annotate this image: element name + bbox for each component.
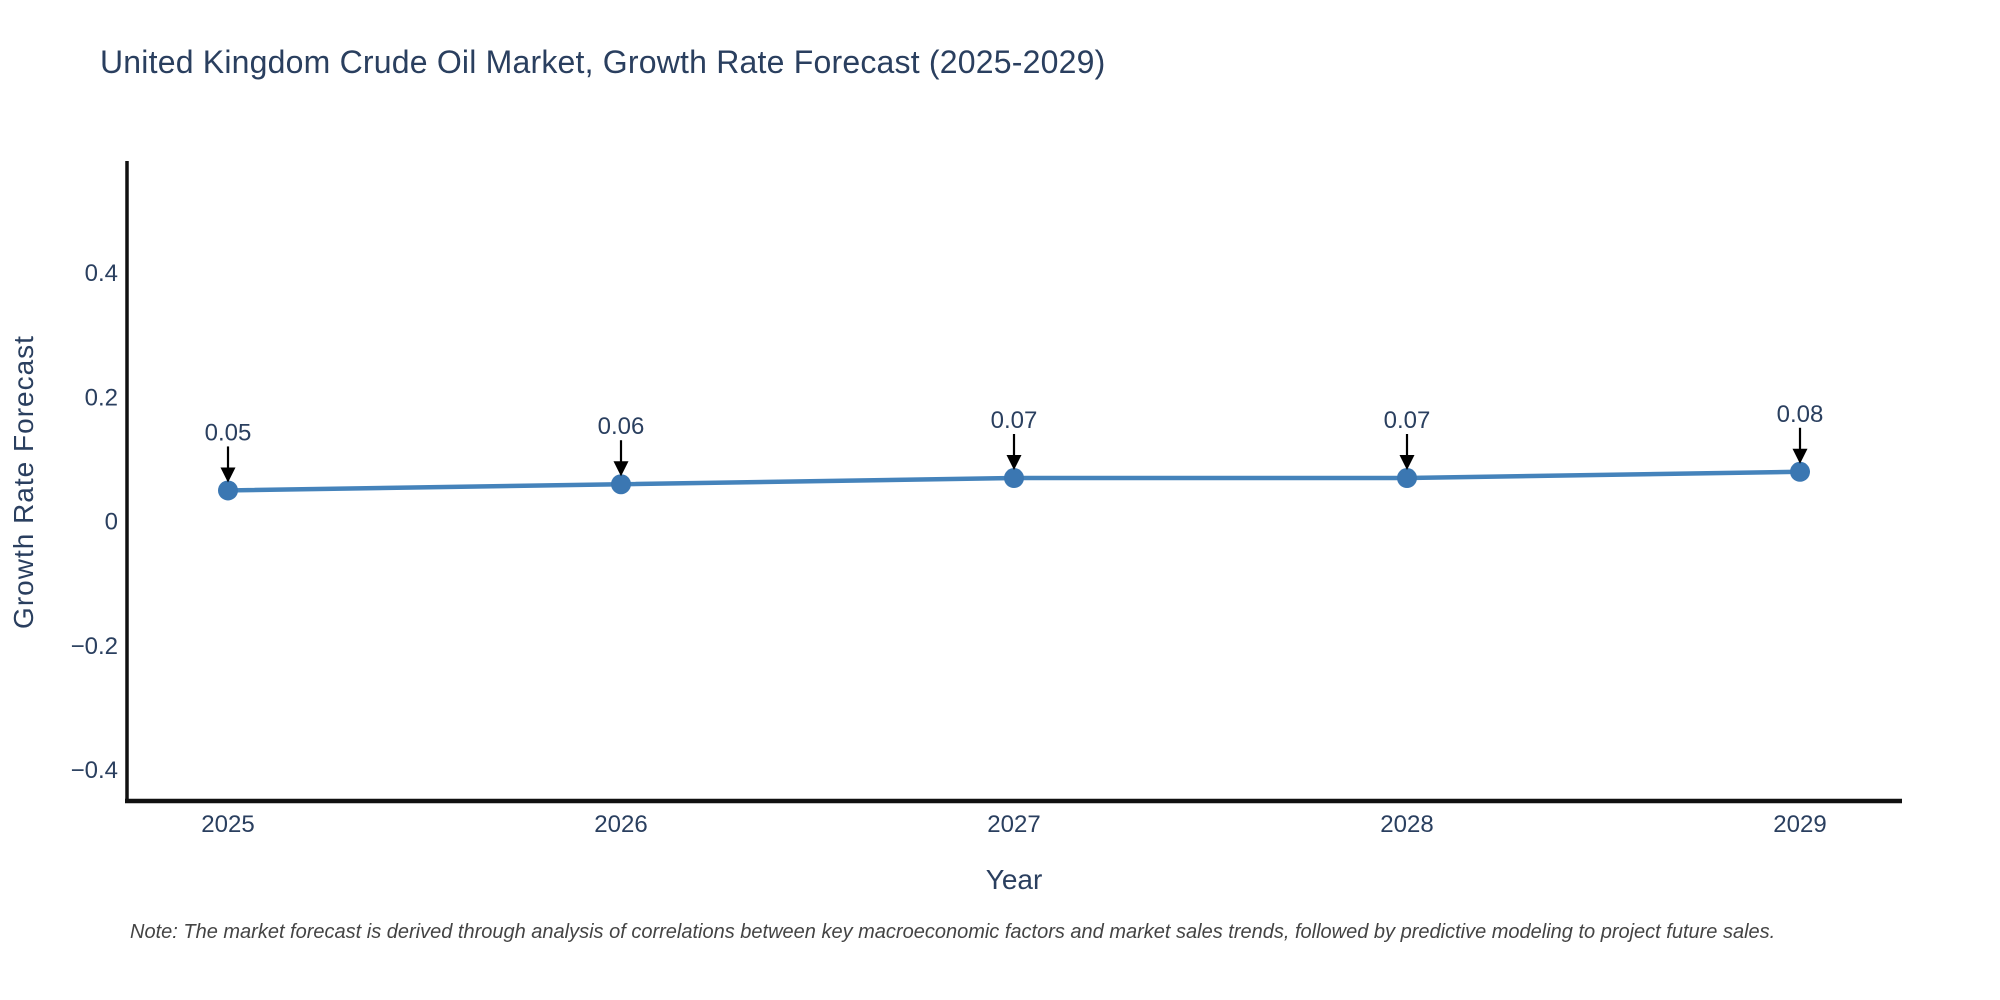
chart-title: United Kingdom Crude Oil Market, Growth … [100, 44, 1106, 80]
y-tick-label: −0.4 [71, 757, 118, 784]
y-tick-label: 0.2 [85, 384, 118, 411]
data-point-marker [218, 480, 238, 501]
point-annotations: 0.05 0.06 0.07 0.07 0.08 [205, 401, 1824, 483]
data-point-marker [611, 474, 631, 495]
annotation-arrowhead-icon [613, 461, 629, 477]
x-tick-label: 2027 [987, 811, 1040, 838]
point-value-label: 0.07 [1384, 407, 1431, 434]
y-axis-title: Growth Rate Forecast [8, 335, 39, 629]
data-point-markers [218, 461, 1810, 501]
data-point-marker [1397, 468, 1417, 489]
y-tick-label: 0.4 [85, 260, 118, 287]
x-tick-label: 2026 [594, 811, 647, 838]
y-axis-tick-labels: 0.4 0.2 0 −0.2 −0.4 [71, 260, 118, 784]
x-tick-label: 2029 [1773, 811, 1826, 838]
y-tick-label: −0.2 [71, 633, 118, 660]
y-tick-label: 0 [105, 509, 118, 536]
annotation-arrowhead-icon [1399, 455, 1415, 471]
point-value-label: 0.05 [205, 419, 252, 446]
x-tick-label: 2028 [1380, 811, 1433, 838]
annotation-arrowhead-icon [220, 467, 236, 483]
annotation-arrowhead-icon [1792, 448, 1808, 464]
annotation-arrowhead-icon [1006, 455, 1022, 471]
data-point-marker [1004, 468, 1024, 489]
point-value-label: 0.06 [598, 413, 645, 440]
footnote: Note: The market forecast is derived thr… [130, 921, 1776, 943]
point-value-label: 0.08 [1777, 401, 1824, 428]
data-point-marker [1790, 461, 1810, 482]
x-axis-title: Year [985, 864, 1043, 895]
x-tick-label: 2025 [201, 811, 254, 838]
x-axis-tick-labels: 2025 2026 2027 2028 2029 [201, 811, 1826, 838]
point-value-label: 0.07 [991, 407, 1038, 434]
